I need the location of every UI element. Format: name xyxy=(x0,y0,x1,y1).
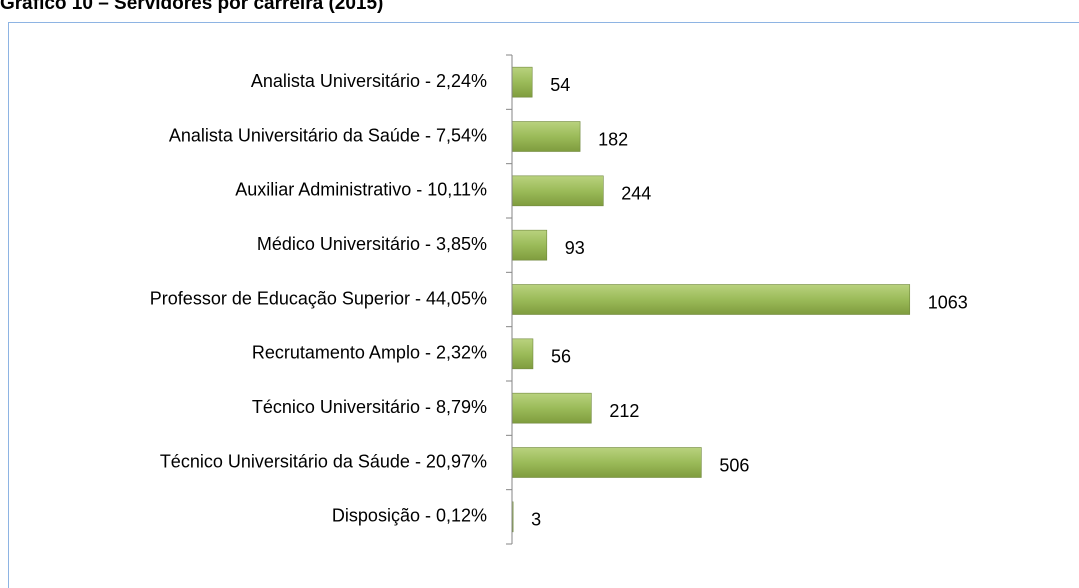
data-label: 93 xyxy=(565,238,585,258)
data-label: 244 xyxy=(621,184,651,204)
category-label: Técnico Universitário da Sáude - 20,97% xyxy=(160,451,487,471)
category-label: Analista Universitário - 2,24% xyxy=(251,71,487,91)
category-label: Recrutamento Amplo - 2,32% xyxy=(252,343,487,363)
bar xyxy=(511,121,581,152)
bar xyxy=(511,447,702,478)
category-label: Médico Universitário - 3,85% xyxy=(257,234,487,254)
category-label: Analista Universitário da Saúde - 7,54% xyxy=(169,125,487,145)
bar xyxy=(511,66,533,98)
category-label: Técnico Universitário - 8,79% xyxy=(252,397,487,417)
category-label: Professor de Educação Superior - 44,05% xyxy=(150,288,487,308)
category-label: Disposição - 0,12% xyxy=(332,506,487,526)
data-label: 1063 xyxy=(928,292,968,312)
data-label: 212 xyxy=(609,401,639,421)
data-label: 3 xyxy=(531,510,541,530)
bar xyxy=(511,392,592,424)
chart-title: Gráfico 10 – Servidores por carreira (20… xyxy=(0,0,383,14)
bar xyxy=(511,284,911,315)
data-label: 54 xyxy=(550,75,570,95)
bar xyxy=(511,229,548,261)
data-label: 56 xyxy=(551,347,571,367)
category-label: Auxiliar Administrativo - 10,11% xyxy=(235,180,487,200)
bar xyxy=(511,338,534,370)
data-label: 182 xyxy=(598,129,628,149)
bar xyxy=(511,175,604,207)
data-label: 506 xyxy=(719,455,749,475)
